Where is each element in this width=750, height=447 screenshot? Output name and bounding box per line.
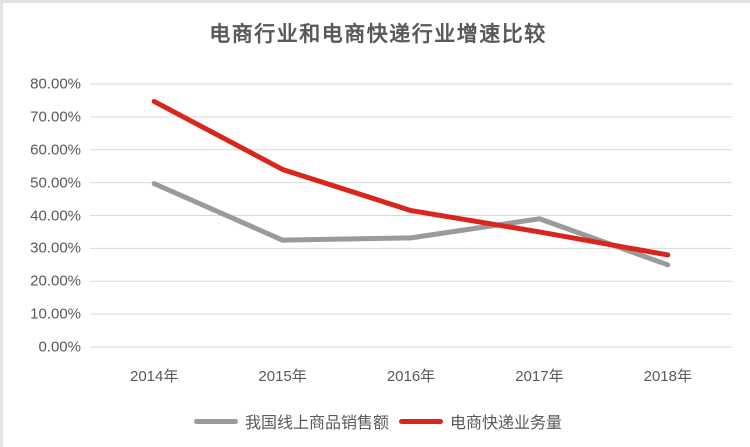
legend: 我国线上商品销售额 电商快递业务量 xyxy=(3,409,750,433)
legend-item: 我国线上商品销售额 xyxy=(193,409,389,433)
legend-label: 我国线上商品销售额 xyxy=(244,415,389,432)
legend-swatch-icon xyxy=(193,418,238,424)
legend-label: 电商快递业务量 xyxy=(450,415,563,432)
y-tick-label: 50.00% xyxy=(30,174,81,192)
series-line xyxy=(151,181,671,268)
y-tick-label: 70.00% xyxy=(30,108,81,126)
line-chart-canvas xyxy=(90,83,732,348)
y-tick-label: 60.00% xyxy=(30,141,81,159)
y-tick-label: 20.00% xyxy=(30,272,81,290)
y-tick-label: 40.00% xyxy=(30,207,81,224)
x-tick-label: 2016年 xyxy=(386,368,436,385)
x-tick-label: 2015年 xyxy=(258,368,307,385)
series-line xyxy=(151,98,671,258)
y-tick-label: 30.00% xyxy=(30,239,81,257)
x-tick-label: 2014年 xyxy=(130,368,179,385)
y-tick-label: 80.00% xyxy=(30,75,81,93)
chart-title: 电商行业和电商快递行业增速比较 xyxy=(209,23,547,46)
legend-item: 电商快递业务量 xyxy=(399,409,562,433)
y-tick-label: 0.00% xyxy=(38,338,81,356)
x-tick-label: 2017年 xyxy=(515,368,564,385)
y-tick-label: 10.00% xyxy=(30,305,81,323)
legend-swatch-icon xyxy=(399,418,443,424)
x-tick-label: 2018年 xyxy=(643,368,692,385)
